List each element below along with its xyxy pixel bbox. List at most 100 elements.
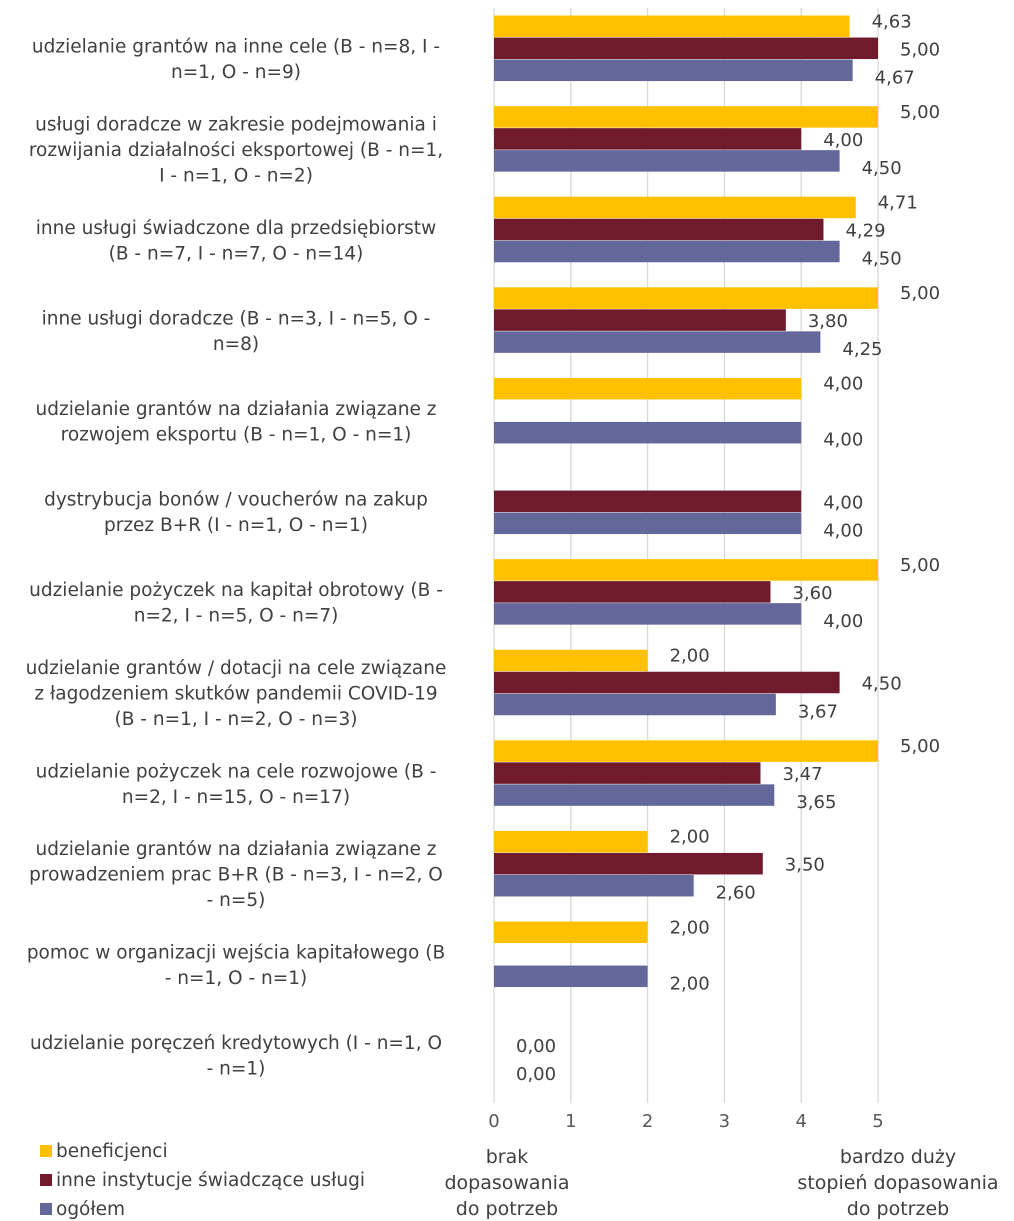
data-label: 5,00 — [900, 555, 940, 576]
axis-note-max: stopień dopasowania — [797, 1172, 998, 1194]
bar-1 — [494, 581, 771, 603]
axis-note-max: do potrzeb — [847, 1198, 949, 1220]
category-label: rozwojem eksportu (B - n=1, O - n=1) — [61, 424, 412, 445]
x-tick-label: 4 — [795, 1111, 806, 1132]
bar-1 — [494, 218, 824, 241]
category-label: - n=5) — [207, 890, 266, 911]
bar-1 — [494, 490, 802, 513]
data-label: 2,00 — [670, 646, 710, 667]
category-label: z łagodzeniem skutków pandemii COVID-19 — [34, 684, 437, 705]
bar-1 — [494, 128, 802, 150]
bar-2 — [494, 512, 802, 535]
category-label: udzielanie pożyczek na cele rozwojowe (B… — [36, 761, 437, 782]
category-label: n=2, I - n=5, O - n=7) — [134, 606, 339, 627]
axis-note-min: brak — [486, 1146, 529, 1168]
data-label: 4,50 — [862, 249, 902, 270]
bar-2 — [494, 421, 802, 444]
axis-note-min: do potrzeb — [456, 1198, 558, 1220]
category-label: n=1, O - n=9) — [171, 62, 301, 83]
bar-0 — [494, 15, 850, 38]
data-label: 2,00 — [670, 973, 710, 994]
bar-1 — [494, 852, 763, 875]
category-label: przez B+R (I - n=1, O - n=1) — [104, 515, 368, 536]
category-label: inne usługi doradcze (B - n=3, I - n=5, … — [42, 308, 431, 329]
data-label: 3,60 — [792, 583, 832, 604]
bar-2 — [494, 603, 802, 625]
data-label: 4,71 — [878, 193, 918, 214]
category-label: rozwijania działalności eksportowej (B -… — [29, 140, 443, 161]
data-label: 2,00 — [670, 917, 710, 938]
bar-0 — [494, 740, 878, 762]
category-label: (B - n=1, I - n=2, O - n=3) — [115, 709, 358, 730]
x-tick-label: 0 — [488, 1111, 499, 1132]
x-tick-label: 5 — [872, 1111, 883, 1132]
bar-0 — [494, 559, 878, 581]
data-label: 2,00 — [670, 827, 710, 848]
bar-2 — [494, 59, 853, 82]
data-label: 4,00 — [823, 492, 863, 513]
legend-label: beneficjenci — [56, 1141, 168, 1162]
x-tick-label: 2 — [642, 1111, 653, 1132]
category-label: udzielanie grantów na inne cele (B - n=8… — [32, 37, 440, 58]
bar-2 — [494, 150, 840, 172]
data-label: 4,00 — [823, 130, 863, 151]
data-label: 0,00 — [516, 1064, 556, 1085]
bar-2 — [494, 331, 821, 353]
data-label: 4,29 — [845, 221, 885, 242]
category-label: usługi doradcze w zakresie podejmowania … — [35, 114, 437, 135]
legend-label: ogółem — [56, 1199, 125, 1220]
category-label: I - n=1, O - n=2) — [159, 165, 313, 186]
category-label: - n=1, O - n=1) — [165, 968, 308, 989]
data-label: 4,63 — [872, 11, 912, 32]
bar-0 — [494, 287, 878, 309]
bar-2 — [494, 874, 694, 897]
axis-note-max: bardzo duży — [840, 1146, 956, 1168]
data-label: 4,50 — [862, 158, 902, 179]
data-label: 5,00 — [900, 39, 940, 60]
category-label: dystrybucja bonów / voucherów na zakup — [44, 490, 428, 511]
data-label: 4,25 — [842, 339, 882, 360]
category-label: pomoc w organizacji wejścia kapitałowego… — [27, 943, 445, 964]
data-label: 2,60 — [716, 883, 756, 904]
data-label: 0,00 — [516, 1036, 556, 1057]
legend-swatch-2 — [40, 1203, 52, 1215]
data-label: 5,00 — [900, 736, 940, 757]
data-label: 3,47 — [782, 764, 822, 785]
bar-2 — [494, 693, 776, 716]
legend-swatch-0 — [40, 1145, 52, 1157]
data-label: 5,00 — [900, 283, 940, 304]
category-label: prowadzeniem prac B+R (B - n=3, I - n=2,… — [29, 865, 443, 886]
data-label: 4,00 — [823, 520, 863, 541]
bar-1 — [494, 309, 786, 331]
bar-1 — [494, 37, 878, 60]
bar-0 — [494, 106, 878, 128]
data-label: 4,50 — [862, 674, 902, 695]
data-label: 3,50 — [785, 855, 825, 876]
legend-label: inne instytucje świadczące usługi — [56, 1170, 365, 1191]
data-label: 5,00 — [900, 102, 940, 123]
bar-0 — [494, 377, 802, 400]
bar-0 — [494, 830, 648, 853]
category-label: n=8) — [213, 334, 259, 355]
category-label: - n=1) — [207, 1059, 266, 1080]
category-label: udzielanie grantów na działania związane… — [36, 399, 437, 420]
bar-1 — [494, 671, 840, 694]
data-label: 4,00 — [823, 430, 863, 451]
x-tick-label: 1 — [565, 1111, 576, 1132]
data-label: 3,65 — [796, 792, 836, 813]
category-label: udzielanie grantów na działania związane… — [36, 839, 437, 860]
data-label: 4,00 — [823, 374, 863, 395]
bar-0 — [494, 921, 648, 944]
category-label: n=2, I - n=15, O - n=17) — [122, 787, 350, 808]
category-label: udzielanie grantów / dotacji na cele zwi… — [26, 658, 447, 679]
data-label: 3,67 — [798, 702, 838, 723]
bar-0 — [494, 196, 856, 219]
category-label: udzielanie poręczeń kredytowych (I - n=1… — [30, 1033, 442, 1054]
bar-2 — [494, 965, 648, 988]
data-label: 3,80 — [808, 311, 848, 332]
bar-0 — [494, 649, 648, 672]
bar-2 — [494, 784, 775, 806]
category-label: udzielanie pożyczek na kapitał obrotowy … — [29, 580, 443, 601]
